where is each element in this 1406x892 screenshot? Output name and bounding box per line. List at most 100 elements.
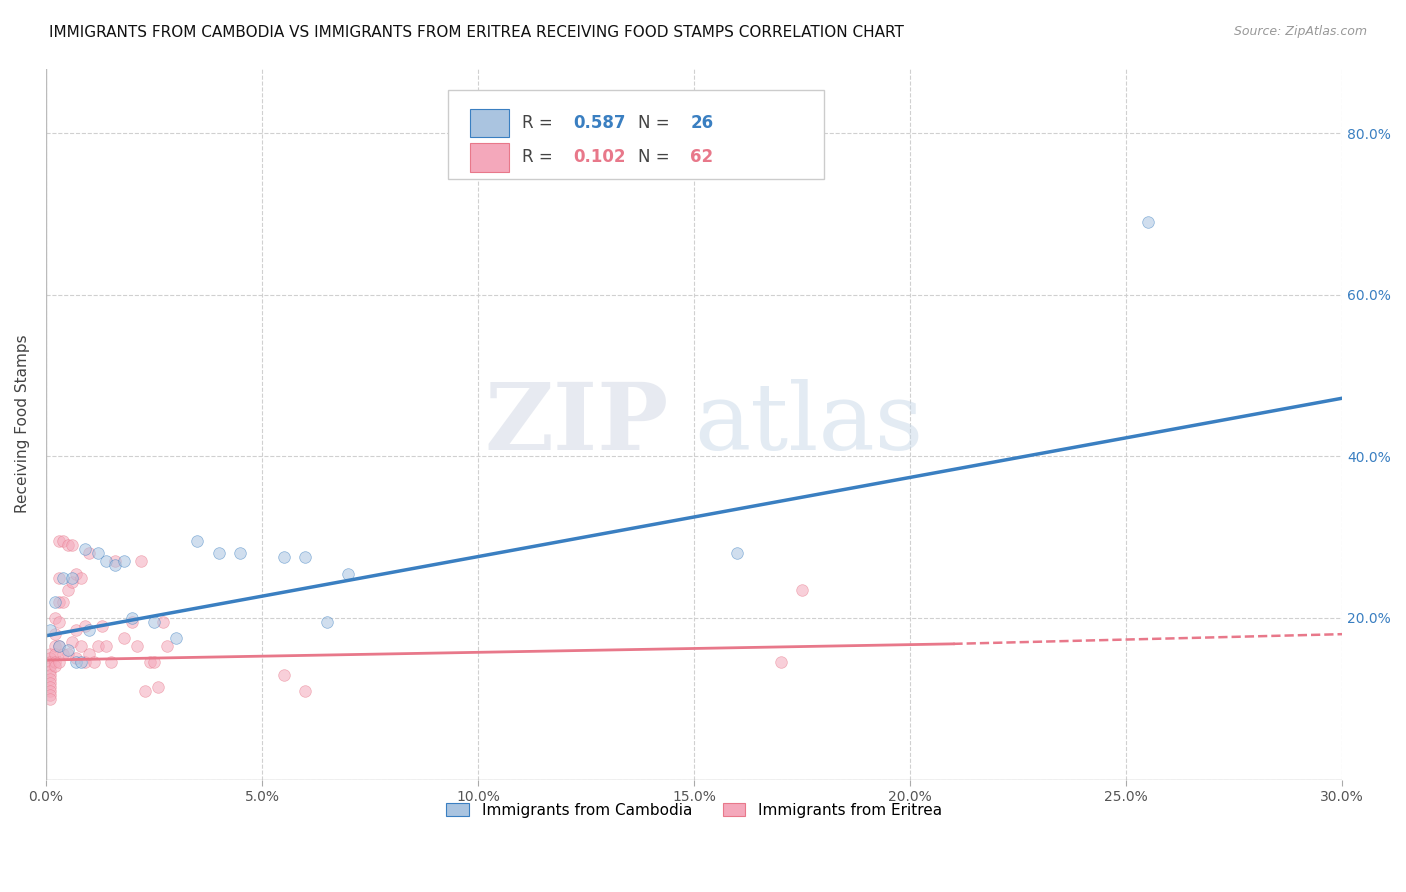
Point xyxy=(77,546,100,560)
Point xyxy=(56,582,79,597)
Point xyxy=(792,582,814,597)
Point xyxy=(69,640,91,654)
Point xyxy=(65,566,87,581)
Point xyxy=(273,667,295,681)
Point xyxy=(44,648,66,662)
Point xyxy=(725,546,748,560)
FancyBboxPatch shape xyxy=(470,144,509,171)
Point xyxy=(39,648,62,662)
Point xyxy=(60,635,83,649)
Text: 0.587: 0.587 xyxy=(574,114,626,132)
FancyBboxPatch shape xyxy=(470,109,509,137)
Point xyxy=(39,688,62,702)
Point xyxy=(229,546,252,560)
Point xyxy=(77,623,100,637)
Point xyxy=(60,574,83,589)
Text: 0.102: 0.102 xyxy=(574,148,626,167)
Point xyxy=(87,640,110,654)
Point xyxy=(56,648,79,662)
Point xyxy=(65,656,87,670)
Point xyxy=(39,664,62,678)
Point xyxy=(48,640,70,654)
Point xyxy=(39,623,62,637)
Point xyxy=(65,651,87,665)
Point xyxy=(65,623,87,637)
Point xyxy=(44,659,66,673)
Text: R =: R = xyxy=(522,114,558,132)
Text: IMMIGRANTS FROM CAMBODIA VS IMMIGRANTS FROM ERITREA RECEIVING FOOD STAMPS CORREL: IMMIGRANTS FROM CAMBODIA VS IMMIGRANTS F… xyxy=(49,25,904,40)
Point xyxy=(52,595,75,609)
Point xyxy=(48,656,70,670)
Point xyxy=(44,656,66,670)
Text: Source: ZipAtlas.com: Source: ZipAtlas.com xyxy=(1233,25,1367,38)
Point xyxy=(44,640,66,654)
Point xyxy=(112,554,135,568)
Point xyxy=(337,566,360,581)
Point xyxy=(48,640,70,654)
Point xyxy=(143,615,166,629)
Point xyxy=(138,656,160,670)
Point xyxy=(156,640,179,654)
Point xyxy=(73,619,96,633)
Point xyxy=(134,683,156,698)
Point xyxy=(208,546,231,560)
Point xyxy=(294,683,316,698)
Point xyxy=(104,554,127,568)
Point xyxy=(39,675,62,690)
Point xyxy=(39,659,62,673)
Point xyxy=(39,667,62,681)
Point xyxy=(87,546,110,560)
Point xyxy=(152,615,174,629)
Point xyxy=(73,542,96,557)
FancyBboxPatch shape xyxy=(449,90,824,178)
Point xyxy=(39,656,62,670)
Point xyxy=(83,656,105,670)
Point xyxy=(186,534,208,549)
Point xyxy=(39,683,62,698)
Point xyxy=(100,656,122,670)
Text: N =: N = xyxy=(638,148,675,167)
Point xyxy=(121,611,143,625)
Point xyxy=(48,534,70,549)
Point xyxy=(69,656,91,670)
Point xyxy=(39,680,62,694)
Point xyxy=(39,651,62,665)
Point xyxy=(69,571,91,585)
Point xyxy=(44,627,66,641)
Point xyxy=(39,672,62,686)
Point xyxy=(48,595,70,609)
Legend: Immigrants from Cambodia, Immigrants from Eritrea: Immigrants from Cambodia, Immigrants fro… xyxy=(439,795,949,825)
Point xyxy=(1136,215,1159,229)
Point xyxy=(60,571,83,585)
Point xyxy=(44,611,66,625)
Point xyxy=(77,648,100,662)
Point xyxy=(112,631,135,645)
Point xyxy=(52,648,75,662)
Point xyxy=(52,534,75,549)
Text: N =: N = xyxy=(638,114,675,132)
Point xyxy=(56,643,79,657)
Point xyxy=(48,615,70,629)
Point xyxy=(96,554,118,568)
Point xyxy=(125,640,148,654)
Point xyxy=(769,656,792,670)
Text: ZIP: ZIP xyxy=(484,379,668,469)
Point xyxy=(143,656,166,670)
Point xyxy=(129,554,152,568)
Y-axis label: Receiving Food Stamps: Receiving Food Stamps xyxy=(15,334,30,514)
Point xyxy=(60,538,83,552)
Point xyxy=(91,619,114,633)
Point xyxy=(315,615,337,629)
Point xyxy=(273,550,295,565)
Point xyxy=(73,656,96,670)
Point xyxy=(48,571,70,585)
Point xyxy=(148,680,170,694)
Point xyxy=(165,631,187,645)
Text: R =: R = xyxy=(522,148,558,167)
Point xyxy=(39,691,62,706)
Point xyxy=(44,595,66,609)
Point xyxy=(56,538,79,552)
Point xyxy=(104,558,127,573)
Text: atlas: atlas xyxy=(695,379,924,469)
Point xyxy=(52,571,75,585)
